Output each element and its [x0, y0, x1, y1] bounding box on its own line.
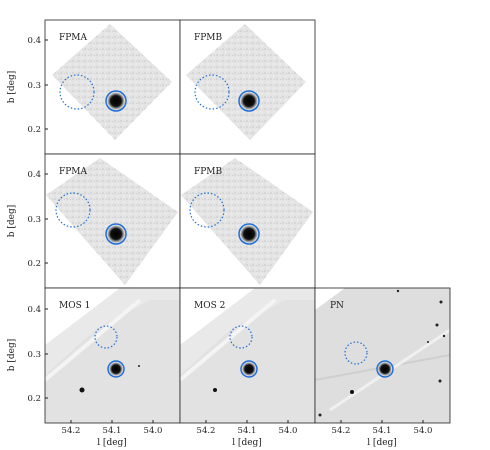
x-tick-label: 54.1: [238, 426, 257, 436]
x-axis-label: l [deg]: [232, 438, 262, 448]
background-region-circle: [94, 325, 118, 349]
y-tick-label: 0.3: [27, 215, 41, 225]
y-tick-label: 0.2: [27, 125, 41, 135]
panel-label-fpmb-1: FPMB: [194, 33, 223, 43]
panel-mos2: [180, 288, 315, 423]
y-axis-row1: 0.4 0.3 0.2 b [deg]: [7, 36, 48, 135]
x-tick-label: 54.1: [373, 426, 392, 436]
y-tick-label: 0.3: [27, 350, 41, 360]
background-region-circle: [229, 325, 253, 349]
y-axis-label: b [deg]: [7, 339, 17, 372]
x-axis-col1: 54.2 54.1 54.0 l [deg]: [62, 420, 163, 448]
x-tick-label: 54.0: [144, 426, 163, 436]
source-blob: [242, 362, 256, 376]
source-region-circle: [105, 90, 127, 112]
background-region-circle: [194, 74, 230, 110]
panel-fpmb-mid: [180, 154, 315, 288]
background-region-circle: [55, 192, 91, 228]
panel-fpma-top: [45, 20, 180, 154]
panel-fpmb-top: [180, 20, 315, 154]
panel-label-mos1: MOS 1: [59, 301, 90, 311]
panel-label-pn: PN: [330, 301, 344, 311]
source-region-circle: [107, 360, 125, 378]
x-tick-label: 54.1: [103, 426, 122, 436]
y-tick-label: 0.4: [27, 305, 41, 315]
source-region-circle: [238, 90, 260, 112]
pn-exposure-map: [315, 288, 450, 423]
fpma-exposure-map: [52, 24, 172, 140]
x-tick-label: 54.2: [62, 426, 81, 436]
x-tick-label: 54.2: [197, 426, 216, 436]
x-tick-label: 54.2: [332, 426, 351, 436]
y-tick-label: 0.4: [27, 170, 41, 180]
source-blob: [109, 362, 123, 376]
fpma-exposure-map: [46, 158, 178, 285]
x-axis-label: l [deg]: [97, 438, 127, 448]
panel-mos1: [45, 288, 180, 423]
source-blob: [240, 225, 258, 243]
x-axis-col2: 54.2 54.1 54.0 l [deg]: [197, 420, 298, 448]
y-tick-label: 0.3: [27, 81, 41, 91]
source-region-circle: [105, 223, 127, 245]
source-blob: [378, 362, 392, 376]
fpmb-exposure-map: [186, 24, 306, 140]
panel-label-fpmb-2: FPMB: [194, 167, 223, 177]
y-axis-label: b [deg]: [7, 71, 17, 104]
source-blob: [107, 92, 125, 110]
y-tick-label: 0.2: [27, 259, 41, 269]
panel-pn: [315, 288, 450, 423]
y-axis-row3: 0.4 0.3 0.2 b [deg]: [7, 305, 48, 404]
background-region-circle: [189, 192, 225, 228]
y-axis-label: b [deg]: [7, 205, 17, 238]
x-axis-label: l [deg]: [367, 438, 397, 448]
background-region-circle: [59, 74, 95, 110]
y-tick-label: 0.4: [27, 36, 41, 46]
source-region-circle: [238, 223, 260, 245]
x-tick-label: 54.0: [414, 426, 433, 436]
panel-label-fpma-2: FPMA: [59, 167, 88, 177]
x-axis-col3: 54.2 54.1 54.0 l [deg]: [332, 420, 433, 448]
source-blob: [240, 92, 258, 110]
background-region-circle: [344, 341, 368, 365]
y-axis-row2: 0.4 0.3 0.2 b [deg]: [7, 170, 48, 269]
source-region-circle: [240, 360, 258, 378]
panel-label-fpma-1: FPMA: [59, 33, 88, 43]
x-tick-label: 54.0: [279, 426, 298, 436]
fpmb-exposure-map: [181, 158, 313, 285]
source-region-circle: [376, 360, 394, 378]
panel-fpma-mid: [45, 154, 180, 288]
panel-label-mos2: MOS 2: [194, 301, 225, 311]
source-blob: [107, 225, 125, 243]
y-tick-label: 0.2: [27, 394, 41, 404]
